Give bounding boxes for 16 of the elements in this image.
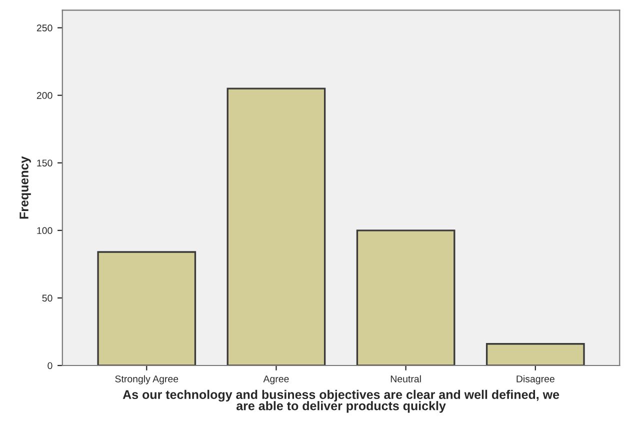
x-tick-label: Strongly Agree: [115, 375, 178, 384]
y-tick-label: 0: [48, 362, 52, 370]
x-tick-label: Neutral: [390, 375, 421, 382]
bar: [486, 343, 585, 366]
y-axis-title: Frequency: [20, 156, 31, 219]
bar: [356, 230, 456, 366]
bar: [226, 88, 326, 366]
y-tick-label: 150: [37, 160, 52, 166]
bar: [97, 251, 196, 366]
y-tick-label: 200: [36, 92, 52, 99]
x-tick-label: Disagree: [516, 375, 554, 384]
x-axis-title: As our technology and business objectives are clear and well defined, we are able to deliver products quickly: [122, 390, 560, 413]
y-tick-label: 50: [42, 294, 52, 302]
x-tick-label: Agree: [263, 376, 289, 384]
y-tick-label: 100: [37, 227, 52, 234]
y-tick-label: 250: [36, 24, 52, 32]
